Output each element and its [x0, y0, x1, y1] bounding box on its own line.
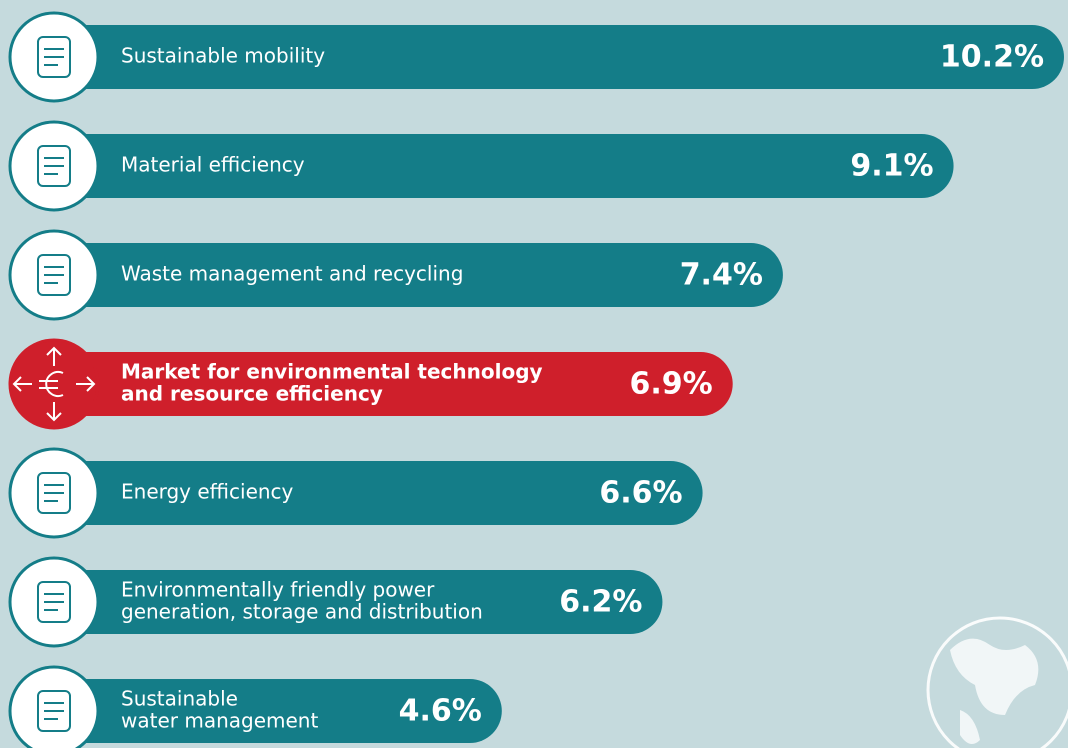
icon-shape	[37, 472, 71, 514]
bar	[40, 461, 703, 525]
bar	[40, 25, 1064, 89]
category-icon	[8, 447, 100, 539]
bar	[40, 679, 502, 743]
icon-shape	[37, 36, 71, 78]
value-label: 4.6%	[399, 694, 482, 729]
icon-shape	[37, 254, 71, 296]
icon-detail	[44, 266, 64, 284]
icon-circle	[8, 338, 100, 430]
icon-detail	[44, 157, 64, 175]
category-label: generation, storage and distribution	[121, 600, 483, 624]
bar	[40, 570, 663, 634]
value-label: 6.2%	[559, 585, 642, 620]
category-icon	[8, 229, 100, 321]
category-label: and resource efficiency	[121, 382, 383, 406]
icon-euro	[39, 371, 64, 397]
icon-arrows	[12, 346, 96, 422]
category-icon	[8, 338, 100, 430]
category-label: Sustainable	[121, 687, 238, 711]
icon-shape	[37, 145, 71, 187]
bar	[40, 352, 733, 416]
value-label: 7.4%	[680, 258, 763, 293]
bar	[40, 243, 783, 307]
value-label: 10.2%	[940, 40, 1044, 75]
icon-circle	[8, 665, 100, 748]
category-icon	[8, 120, 100, 212]
category-icon	[8, 665, 100, 748]
category-label: Material efficiency	[121, 153, 305, 177]
value-label: 9.1%	[850, 149, 933, 184]
category-label: Market for environmental technology	[121, 360, 543, 384]
icon-detail	[44, 702, 64, 720]
category-icon	[8, 11, 100, 103]
value-label: 6.9%	[630, 367, 713, 402]
category-icon	[8, 556, 100, 648]
globe-decoration	[926, 616, 1068, 748]
category-label: Energy efficiency	[121, 480, 294, 504]
category-label: water management	[121, 709, 318, 733]
icon-detail	[44, 593, 64, 611]
icon-detail	[44, 484, 64, 502]
value-label: 6.6%	[599, 476, 682, 511]
category-label: Waste management and recycling	[121, 262, 463, 286]
category-label: Sustainable mobility	[121, 44, 325, 68]
icon-detail	[44, 48, 64, 66]
icon-shape	[37, 690, 71, 732]
bar	[40, 134, 954, 198]
category-label: Environmentally friendly power	[121, 578, 435, 602]
icon-shape	[37, 581, 71, 623]
